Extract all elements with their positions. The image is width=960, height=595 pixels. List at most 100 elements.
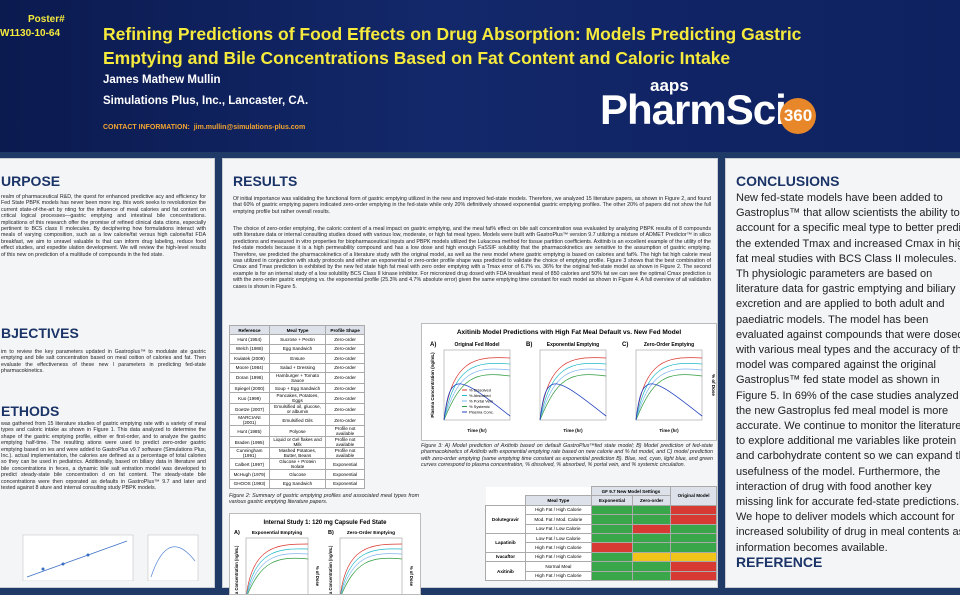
- table-cell: Mashed Potatoes, Butter, Beans: [268, 447, 327, 460]
- column-header: Reference: [229, 324, 270, 336]
- conclusions-heading: CONCLUSIONS: [736, 173, 840, 189]
- plot-area: [245, 537, 309, 594]
- plasma-curve: [443, 383, 511, 421]
- figure-title: Axitinib Model Predictions with High Fat…: [457, 329, 681, 336]
- table-cell: Egg Sandwich: [268, 478, 327, 490]
- table-row: Mod. Fat / Mod. Calorie: [486, 514, 717, 525]
- table-cell: Glucose + Protein Isolate: [268, 458, 327, 471]
- curve: [443, 363, 511, 421]
- group-header: GF 9.7 New Model Settings: [590, 485, 672, 497]
- table-row: Braden (1995) Liquid or Gel flakes and Mi…: [229, 436, 365, 449]
- table-cell: Zero-order: [325, 382, 365, 394]
- result-cell: [590, 542, 634, 553]
- panel-title: Original Fed Model: [454, 342, 500, 348]
- table-cell: Doran (1998): [229, 371, 270, 384]
- y-axis-label: Plasma Concentration (ng/mL): [430, 352, 435, 418]
- header: Poster# W1130-10-64 Refining Predictions…: [0, 0, 960, 152]
- meal-type: High Fat / High Calorie: [524, 504, 592, 516]
- legend-label: % Absorbed: [469, 393, 491, 398]
- table-cell: Polyose: [268, 425, 327, 438]
- table-cell: GHOOS (1993): [229, 478, 270, 490]
- table-cell: Zero-order: [325, 353, 365, 364]
- figure3-caption: Figure 3: A) Model prediction of Axitini…: [421, 443, 713, 469]
- panel-letter: B): [328, 530, 334, 536]
- table-cell: Profile not available: [325, 425, 365, 438]
- plot-area: [147, 534, 199, 581]
- table-cell: Hunt (1954): [229, 334, 270, 345]
- table-row: Axitinib Normal Meal: [485, 561, 717, 581]
- point: [86, 553, 90, 557]
- results-panel: RESULTS Of initial importance was valida…: [222, 158, 718, 595]
- meal-type: High Fat / High Calorie: [524, 542, 592, 553]
- figure4: Internal Study 1: 120 mg Capsule Fed Sta…: [229, 513, 421, 595]
- plot-area: [22, 534, 134, 581]
- table-cell: Welch (1988): [229, 343, 270, 355]
- table-cell: Zero-order: [325, 343, 365, 355]
- contact-email: jim.mullin@simulations-plus.com: [193, 124, 306, 131]
- table-row: McHugh (1979) Glucose Exponential: [229, 469, 365, 480]
- curve: [443, 374, 511, 421]
- table-cell: Pancakes, Potatoes, Eggs: [268, 392, 327, 405]
- result-cell: [632, 551, 672, 563]
- table-cell: Moore (1984): [229, 362, 270, 373]
- y-axis-label: Plasma Concentration (ng/mL): [328, 545, 333, 595]
- table-cell: Ensure: [268, 353, 327, 364]
- meal-type: High Fat / High Calorie: [524, 551, 592, 563]
- logo-aaps: aaps: [650, 76, 689, 95]
- table-row: Goetze (2007) Emulsified oil, glucose, or…: [229, 403, 365, 416]
- results-paragraph: The choice of zero-order emptying, the c…: [233, 226, 711, 290]
- results-heading: RESULTS: [233, 173, 298, 189]
- table-row: Ivacaftor High Fat / High Calorie: [485, 551, 717, 563]
- table-cell: Hunt (1985): [229, 425, 270, 438]
- curve: [539, 357, 607, 421]
- y-axis-label: Plasma Concentration (ng/mL): [234, 545, 239, 595]
- x-axis-label: Time (hr): [467, 428, 487, 433]
- table-cell: Soup + Egg Sandwich: [268, 382, 327, 394]
- table-cell: Hamburger + Tomato Sauce: [268, 371, 327, 384]
- result-cell: [590, 514, 634, 525]
- table-cell: Exponential: [325, 469, 365, 480]
- results-paragraph: Of initial importance was validating the…: [233, 196, 711, 215]
- curve: [635, 357, 703, 421]
- drug-name: Ivacaftor: [485, 551, 526, 563]
- curve: [539, 368, 607, 421]
- result-cell: [670, 532, 717, 544]
- validation-table: GF 9.7 New Model Settings Original Model M…: [485, 485, 717, 581]
- table-row: Doran (1998) Hamburger + Tomato Sauce Zero…: [229, 371, 365, 384]
- table-cell: Zero-order: [325, 362, 365, 373]
- table-cell: Glucose: [268, 469, 327, 480]
- table-row: Cunningham (1991) Mashed Potatoes, Butter…: [229, 447, 365, 460]
- table-row: Spiegel (2000) Soup + Egg Sandwich Zero-or…: [229, 382, 365, 394]
- blank: [485, 495, 526, 506]
- table-row: Lapatinib Low Fat / Low Calorie: [485, 532, 717, 553]
- table-cell: Liquid or Gel flakes and Milk: [268, 436, 327, 449]
- legend-label: % Portal Vein: [469, 399, 493, 404]
- point: [41, 567, 45, 571]
- curve: [443, 357, 511, 421]
- affiliation: Simulations Plus, Inc., Lancaster, CA.: [103, 95, 309, 107]
- table-cell: Cunningham (1991): [229, 447, 270, 460]
- author: James Mathew Mullin: [103, 74, 221, 86]
- table-row: Kuo (1999) Pancakes, Potatoes, Eggs Zero-o…: [229, 392, 365, 405]
- table-cell: Zero-order: [325, 414, 365, 427]
- panel-letter: A): [234, 530, 240, 536]
- logo-360: 360: [780, 98, 816, 134]
- plot-area: [339, 537, 403, 594]
- header-row: GF 9.7 New Model Settings Original Model: [485, 485, 717, 506]
- curve: [635, 374, 703, 421]
- purpose-heading: URPOSE: [1, 173, 61, 189]
- table-cell: Goetze (2007): [229, 403, 270, 416]
- figure2-caption: Figure 2: Summary of gastric emptying pr…: [229, 493, 419, 506]
- panel-title: Exponential Emptying: [252, 530, 302, 536]
- table-row: High Fat / High Calorie: [486, 542, 717, 553]
- x-axis-label: Time (hr): [659, 428, 679, 433]
- column-header: Profile Shape: [325, 324, 365, 336]
- table-cell: Zero-order: [325, 334, 365, 345]
- poster-label: Poster#: [28, 14, 65, 25]
- title-line: Refining Predictions of Food Effects on …: [103, 24, 802, 44]
- column-header: Meal Type: [524, 495, 592, 506]
- drug-name: Axitinib: [485, 561, 526, 581]
- table-row: Moore (1984) Salad + Dressing Zero-order: [229, 362, 365, 373]
- table-cell: Braden (1995): [229, 436, 270, 449]
